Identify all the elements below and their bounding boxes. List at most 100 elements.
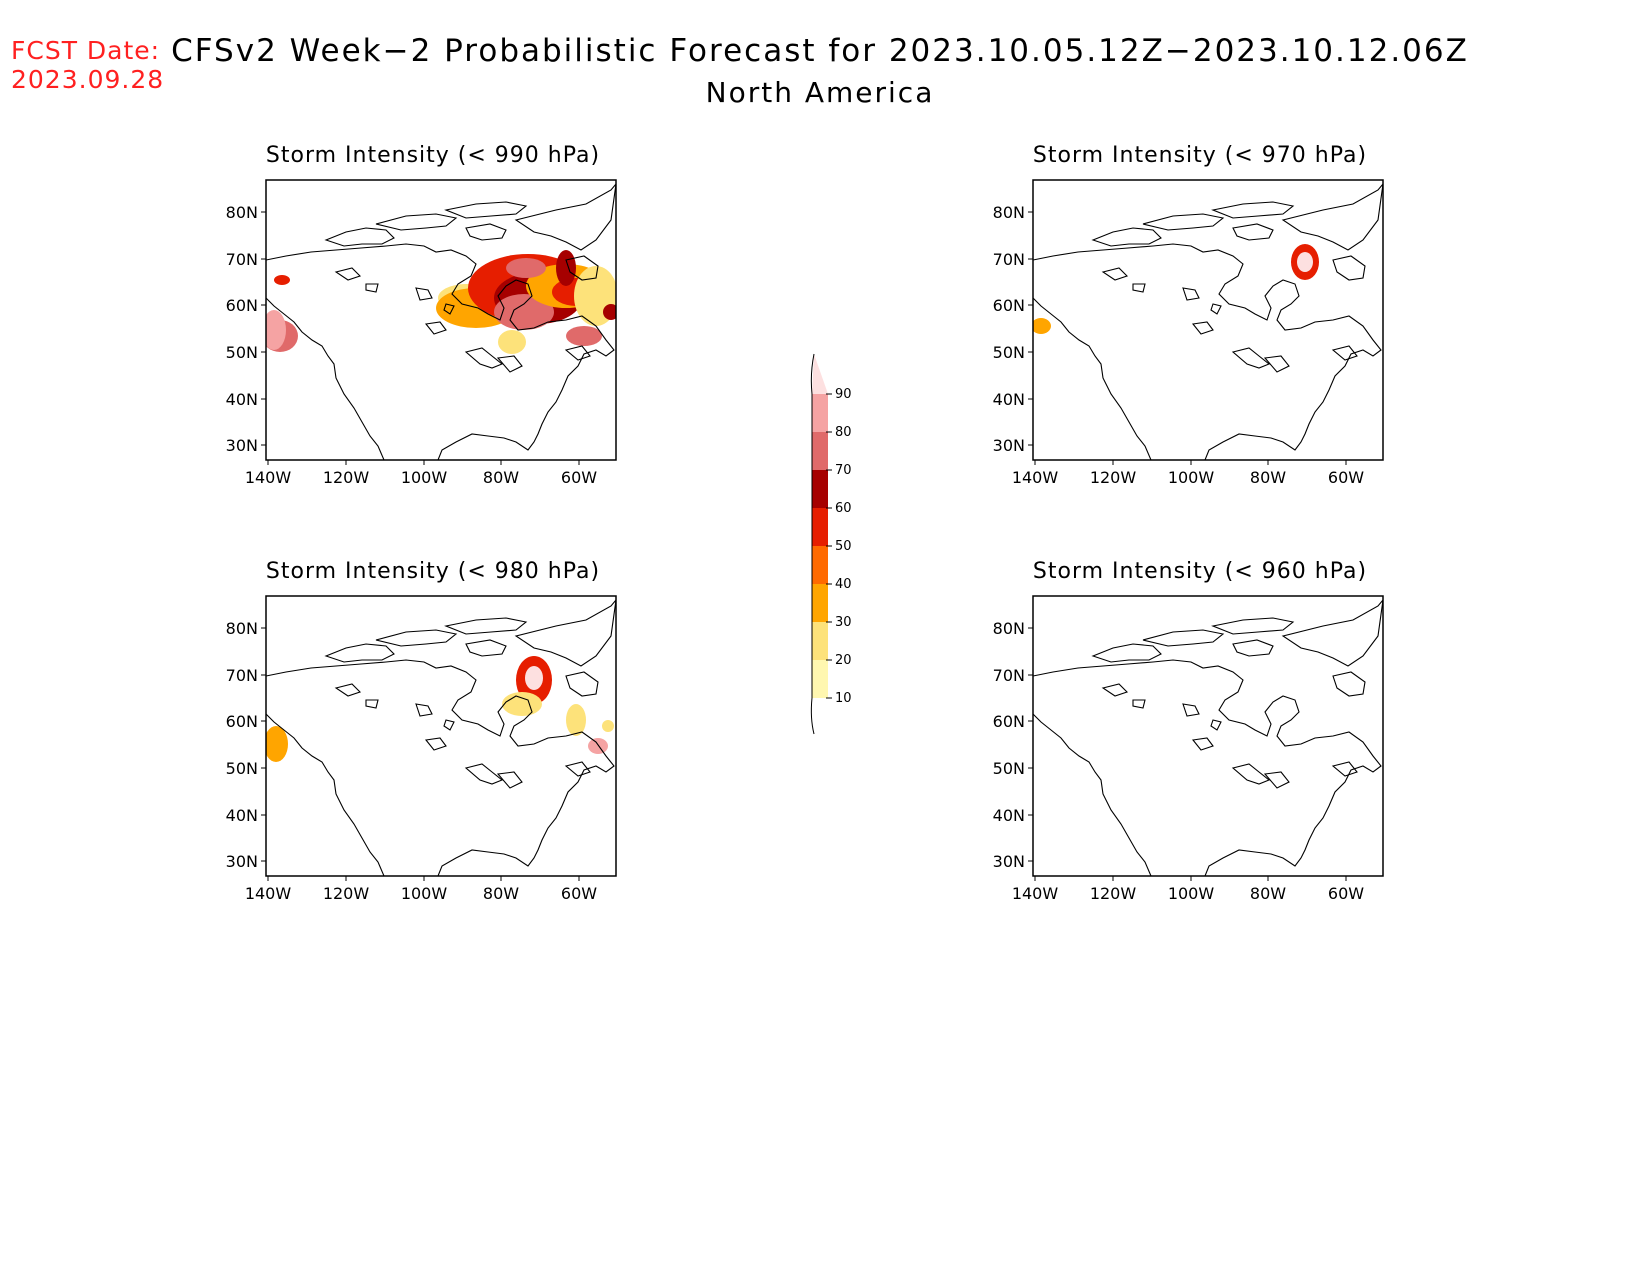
lat-label: 60N: [226, 712, 258, 731]
coastline: [324, 643, 395, 663]
panel-title: Storm Intensity (< 990 hPa): [265, 143, 601, 168]
coastline: [464, 763, 504, 785]
lon-label: 80W: [1250, 884, 1286, 903]
coastline: [324, 227, 395, 247]
lon-label: 100W: [401, 884, 448, 903]
coastline: [375, 213, 458, 231]
legend-label: 90: [835, 387, 852, 402]
lat-label: 70N: [226, 250, 258, 269]
coastline: [1263, 355, 1290, 373]
probability-area: [588, 738, 608, 754]
panel-title: Storm Intensity (< 960 hPa): [1032, 559, 1368, 584]
panel-title: Storm Intensity (< 970 hPa): [1032, 143, 1368, 168]
forecast-date-label: FCST Date:: [11, 36, 161, 65]
color-legend: 10 20 30 40 50 60 70 80 90: [800, 330, 870, 750]
legend-top-swatch: [812, 354, 828, 394]
lat-label: 40N: [226, 806, 258, 825]
coastline: [1142, 213, 1225, 231]
coastline: [496, 355, 523, 373]
probability-area: [556, 250, 576, 286]
legend-label: 80: [835, 425, 852, 440]
lat-label: 80N: [226, 203, 258, 222]
lon-label: 120W: [1090, 468, 1137, 487]
coastline: [1033, 243, 1382, 460]
forecast-date-block: FCST Date: 2023.09.28: [11, 36, 164, 94]
legend-swatch: [812, 622, 828, 660]
probability-area: [1033, 318, 1051, 334]
panel-title: Storm Intensity (< 980 hPa): [265, 559, 601, 584]
probability-area: [506, 258, 546, 278]
coastline: [334, 267, 362, 281]
legend-label: 20: [835, 653, 852, 668]
map-960: 80N 70N 60N 50N 40N 30N 140W 120W 100W 80W 60W: [993, 595, 1384, 903]
coastline: [1210, 719, 1222, 731]
lat-label: 80N: [993, 203, 1025, 222]
coastline: [1191, 737, 1214, 751]
probability-area: [498, 330, 526, 354]
lat-label: 60N: [993, 712, 1025, 731]
coastline: [1033, 297, 1152, 460]
coastline: [1033, 713, 1152, 876]
coastline: [1101, 683, 1129, 697]
legend-tail: [810, 697, 815, 735]
map-970: 80N 70N 60N 50N 40N 30N 140W 120W 100W 80W 60W: [993, 179, 1384, 487]
lat-label: 40N: [993, 806, 1025, 825]
coastline: [415, 703, 433, 717]
lon-label: 80W: [483, 884, 519, 903]
lon-label: 140W: [245, 468, 292, 487]
lon-label: 120W: [323, 468, 370, 487]
probability-area: [502, 692, 542, 716]
coastline: [415, 287, 433, 301]
legend-colorbar: 10 20 30 40 50 60 70 80 90: [810, 353, 852, 735]
coastline: [266, 297, 385, 460]
legend-swatch: [812, 394, 828, 432]
probability-area: [566, 326, 602, 346]
coastline: [443, 303, 455, 315]
coastline: [1331, 761, 1358, 777]
coastline: [564, 761, 591, 777]
lon-label: 100W: [1168, 884, 1215, 903]
coastline: [1210, 303, 1222, 315]
panel-970: Storm Intensity (< 970 hPa) 80N 70N 60N 50N…: [985, 142, 1415, 512]
lat-label: 30N: [226, 436, 258, 455]
lat-label: 70N: [993, 250, 1025, 269]
coastline: [424, 321, 447, 335]
probability-area: [525, 666, 543, 690]
map-frame: [265, 595, 617, 877]
coastline: [1033, 659, 1382, 876]
legend-swatch: [812, 508, 828, 546]
legend-tail: [810, 353, 815, 395]
legend-label: 10: [835, 691, 852, 706]
lon-label: 60W: [561, 884, 597, 903]
coastline: [1101, 267, 1129, 281]
lat-label: 50N: [226, 343, 258, 362]
coastline: [444, 617, 528, 635]
coastline: [465, 639, 507, 657]
coastline: [1281, 183, 1383, 251]
map-content: [266, 183, 616, 460]
coastline: [1231, 347, 1271, 369]
lat-label: 40N: [993, 390, 1025, 409]
legend-label: 30: [835, 615, 852, 630]
coastline: [514, 183, 616, 251]
coastline: [1182, 703, 1200, 717]
coastline: [444, 201, 528, 219]
coastline: [1191, 321, 1214, 335]
lon-label: 100W: [401, 468, 448, 487]
legend-swatch: [812, 432, 828, 470]
probability-area: [266, 310, 286, 350]
coastline: [443, 719, 455, 731]
page-title: CFSv2 Week−2 Probabilistic Forecast for …: [171, 33, 1469, 69]
probability-area: [602, 720, 614, 732]
panel-960: Storm Intensity (< 960 hPa) 80N 70N 60N 50N…: [985, 558, 1415, 928]
lat-label: 70N: [993, 666, 1025, 685]
map-frame: [1032, 179, 1384, 461]
legend-label: 70: [835, 463, 852, 478]
coastline: [1281, 599, 1383, 667]
probability-area: [274, 275, 290, 285]
probability-area: [266, 726, 288, 762]
coastline: [365, 699, 379, 709]
coastline: [564, 345, 591, 361]
coastline: [1232, 639, 1274, 657]
map-content: [1033, 183, 1383, 460]
